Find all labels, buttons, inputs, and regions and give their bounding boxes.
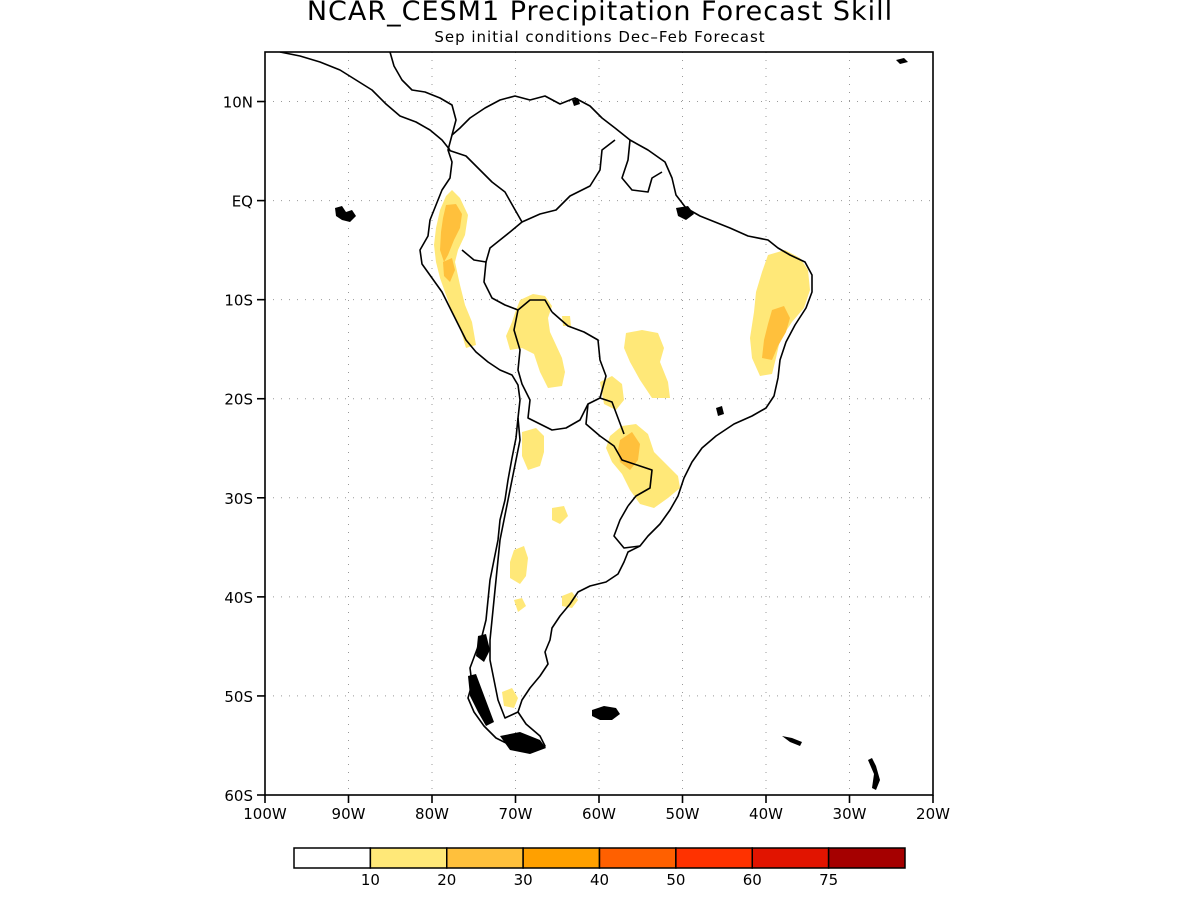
colorbar-label: 40 [590, 871, 609, 889]
colorbar-label: 60 [743, 871, 762, 889]
colorbar-label: 30 [514, 871, 533, 889]
south-america-coastline [419, 95, 813, 753]
lon-tick-label: 20W [916, 805, 950, 823]
bolivia-brazil-border [551, 311, 607, 399]
axis-ticks [257, 100, 934, 803]
skill-region-northern-argentina [522, 428, 544, 470]
lat-tick-label: 20S [224, 391, 253, 409]
colorbar-label: 20 [437, 871, 456, 889]
lon-tick-label: 90W [332, 805, 366, 823]
guyana-borders [621, 139, 663, 193]
lat-tick-label: 50S [224, 688, 253, 706]
brazil-peru-border [483, 261, 553, 313]
lat-tick-label: 30S [224, 490, 253, 508]
lon-tick-label: 80W [415, 805, 449, 823]
lon-tick-label: 40W [749, 805, 783, 823]
skill-core-peru [443, 258, 455, 282]
skill-core-ecuador [440, 204, 462, 262]
colorbar-label: 10 [361, 871, 380, 889]
skill-core-northeast-brazil [762, 306, 790, 360]
colorbar-swatch [675, 847, 753, 869]
caribbean-coastline [389, 52, 457, 136]
fernando-de-noronha [896, 58, 908, 64]
galapagos-islands [335, 206, 356, 222]
skill-region-central-brazil [624, 330, 670, 398]
colorbar-swatch [522, 847, 601, 869]
lon-tick-label: 70W [499, 805, 533, 823]
lat-tick-label: 10S [224, 292, 253, 310]
marajo-island [676, 206, 694, 220]
venezuela-border [521, 139, 616, 223]
atlantic-islets [868, 758, 880, 790]
skill-region-la-pampa [514, 598, 526, 612]
colorbar-swatch [369, 847, 448, 869]
argentina-chile-border [489, 417, 521, 719]
abrolhos-islets [716, 406, 724, 416]
colorbar-swatch [293, 847, 372, 869]
falkland-islands [592, 706, 620, 720]
colorbar: 10 20 30 40 50 60 75 [293, 847, 906, 889]
uruguay-border [613, 505, 641, 549]
lon-tick-label: 30W [833, 805, 867, 823]
colorbar-swatch [827, 847, 906, 869]
tierra-del-fuego [500, 732, 546, 754]
map-frame [264, 51, 934, 796]
skill-region-patagonia [502, 688, 518, 708]
lon-tick-label: 60W [582, 805, 616, 823]
colorbar-label: 75 [819, 871, 838, 889]
south-georgia [782, 736, 802, 746]
skill-region-bolivia [506, 294, 565, 388]
colorbar-swatch [751, 847, 830, 869]
skill-region-mato-grosso [600, 376, 624, 410]
skill-shading [434, 190, 810, 708]
chart-title: NCAR_CESM1 Precipitation Forecast Skill [306, 0, 894, 27]
trinidad-island [572, 98, 580, 106]
lat-tick-label: 10N [223, 94, 253, 112]
bolivia-border [513, 309, 625, 435]
skill-region-central-chile [510, 546, 528, 584]
colorbar-swatch [598, 847, 677, 869]
paraguay-border [585, 403, 653, 507]
chart-subtitle: Sep initial conditions Dec–Feb Forecast [434, 28, 766, 46]
skill-region-cordoba [552, 506, 568, 524]
chiloe-island [476, 634, 490, 662]
lat-tick-label: EQ [232, 193, 253, 211]
skill-region-rio-negro [562, 592, 578, 608]
islands [335, 58, 908, 790]
lon-tick-label: 50W [666, 805, 700, 823]
colorbar-swatch [446, 847, 524, 869]
gridlines [265, 52, 933, 795]
skill-region-paraguay-south-brazil [606, 424, 680, 508]
lat-tick-label: 60S [224, 787, 253, 805]
lon-tick-label: 100W [243, 805, 287, 823]
colorbar-label: 50 [666, 871, 685, 889]
southern-chile-fjords [468, 674, 494, 726]
lat-tick-label: 40S [224, 589, 253, 607]
central-america-coastline [279, 52, 451, 151]
coastlines [279, 52, 813, 753]
